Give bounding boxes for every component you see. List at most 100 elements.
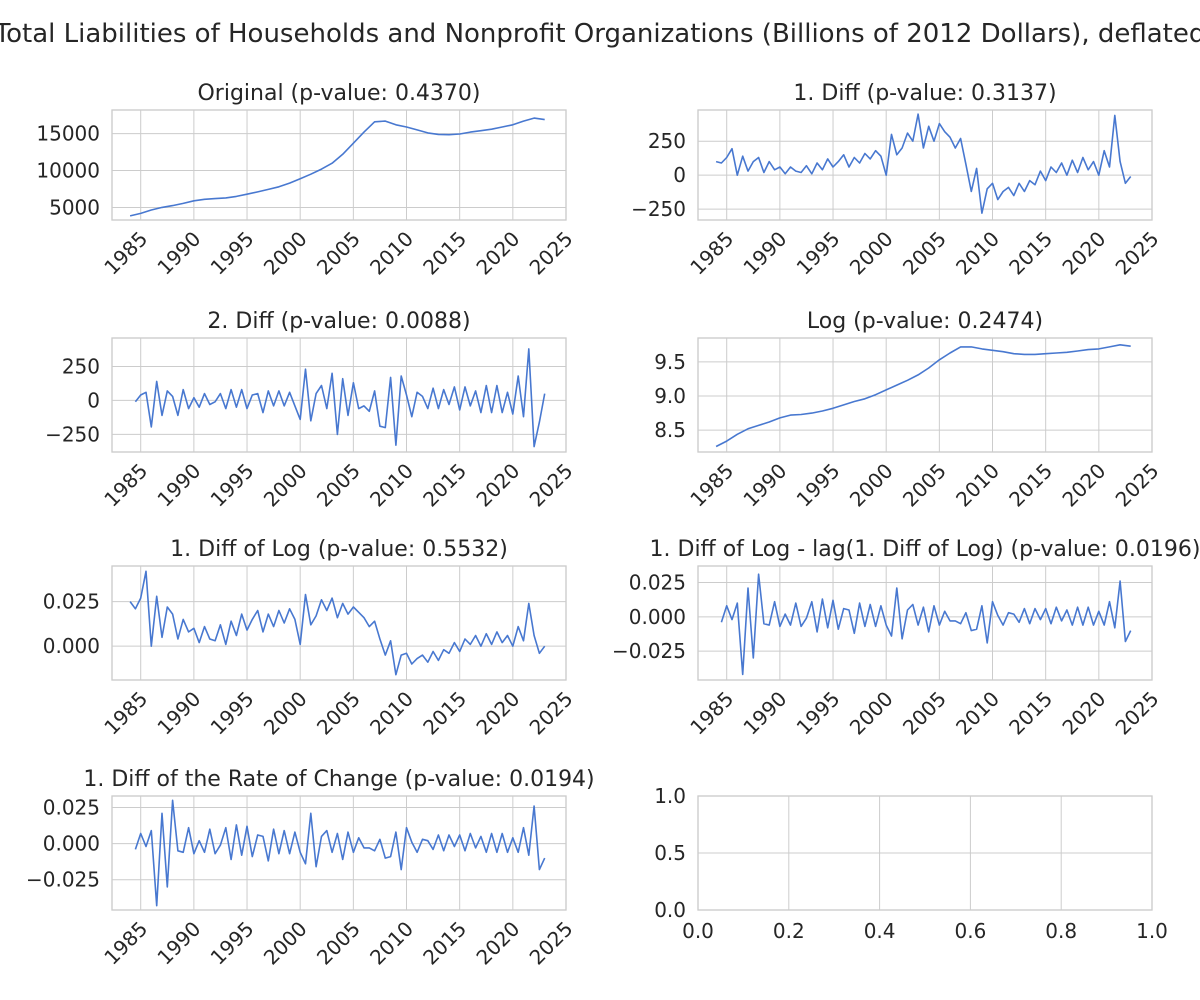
y-tick-label: 0 <box>673 163 686 187</box>
x-tick-label: 2015 <box>1004 687 1057 740</box>
x-tick-label: 2010 <box>951 227 1004 280</box>
x-tick-label: 1985 <box>685 227 738 280</box>
x-tick-label: 0.8 <box>1045 919 1077 943</box>
series-line <box>134 799 546 907</box>
plot-border <box>111 109 567 221</box>
x-tick-label: 1985 <box>99 227 152 280</box>
x-tick-label: 2000 <box>845 687 898 740</box>
plot-area <box>697 109 1153 221</box>
x-tick-label: 1985 <box>99 687 152 740</box>
x-tick-label: 2025 <box>525 227 578 280</box>
x-tick-label: 2020 <box>471 227 524 280</box>
x-tick-label: 1995 <box>206 687 259 740</box>
x-tick-label: 1995 <box>206 459 259 512</box>
chart-panel-4: Log (p-value: 0.2474) 8.5 9.0 9.5 1985 1990 19… <box>654 309 1163 512</box>
x-tick-label: 2010 <box>365 917 418 970</box>
x-tick-label: 2005 <box>312 687 365 740</box>
series-line <box>720 573 1132 676</box>
x-tick-label: 2010 <box>951 687 1004 740</box>
chart-panel-8: 0.0 0.5 1.0 0.0 0.2 0.4 0.6 0.8 1.0 <box>654 784 1168 943</box>
chart-panel-1: Original (p-value: 0.4370) 5000 10000 15000… <box>36 81 577 280</box>
plot-border <box>111 337 567 453</box>
x-tick-label: 2025 <box>525 917 578 970</box>
y-tick-label: 0.0 <box>654 898 686 922</box>
panel-title: 1. Diff (p-value: 0.3137) <box>793 81 1056 106</box>
x-tick-label: 2005 <box>312 917 365 970</box>
panel-title: 2. Diff (p-value: 0.0088) <box>207 309 470 334</box>
x-tick-label: 1985 <box>99 459 152 512</box>
x-tick-label: 2020 <box>471 459 524 512</box>
plot-area <box>111 565 567 681</box>
plot-area <box>111 337 567 453</box>
x-tick-label: 2015 <box>1004 227 1057 280</box>
series-line <box>715 343 1131 448</box>
x-tick-label: 2025 <box>525 687 578 740</box>
x-tick-label: 2025 <box>1111 459 1164 512</box>
x-tick-label: 1990 <box>738 687 791 740</box>
plot-border <box>111 795 567 911</box>
x-tick-label: 2010 <box>365 459 418 512</box>
y-tick-label: −0.025 <box>26 868 100 892</box>
y-tick-label: 1.0 <box>654 784 686 808</box>
x-tick-label: 0.0 <box>682 919 714 943</box>
x-tick-label: 2015 <box>418 459 471 512</box>
x-tick-label: 1990 <box>152 917 205 970</box>
plot-border <box>111 565 567 681</box>
x-tick-label: 1990 <box>152 687 205 740</box>
x-tick-label: 2005 <box>898 459 951 512</box>
y-tick-label: 8.5 <box>654 418 686 442</box>
figure-title: Total Liabilities of Households and Nonp… <box>0 19 1200 49</box>
x-tick-label: 2005 <box>898 227 951 280</box>
y-tick-label: 250 <box>62 355 100 379</box>
x-tick-label: 1990 <box>738 227 791 280</box>
y-tick-label: 250 <box>648 129 686 153</box>
y-tick-label: 9.5 <box>654 350 686 374</box>
x-tick-label: 2025 <box>1111 227 1164 280</box>
x-tick-label: 0.6 <box>954 919 986 943</box>
y-tick-label: −250 <box>631 197 686 221</box>
x-tick-label: 1995 <box>792 687 845 740</box>
x-tick-label: 2020 <box>1057 227 1110 280</box>
series-line <box>129 117 545 217</box>
x-tick-label: 2015 <box>418 687 471 740</box>
x-tick-label: 2000 <box>845 227 898 280</box>
series-line <box>715 113 1132 214</box>
plot-border <box>697 795 1153 911</box>
y-tick-label: 10000 <box>36 159 100 183</box>
x-tick-label: 1990 <box>738 459 791 512</box>
x-tick-label: 1985 <box>99 917 152 970</box>
x-tick-label: 1990 <box>152 459 205 512</box>
x-tick-label: 2000 <box>845 459 898 512</box>
x-tick-label: 2020 <box>471 917 524 970</box>
plot-border <box>697 337 1153 453</box>
x-tick-label: 1995 <box>206 227 259 280</box>
y-tick-label: 0.5 <box>654 841 686 865</box>
panel-title: 1. Diff of Log - lag(1. Diff of Log) (p-… <box>650 537 1200 562</box>
x-tick-label: 2015 <box>418 227 471 280</box>
x-tick-label: 2005 <box>898 687 951 740</box>
y-tick-label: 0.025 <box>43 590 100 614</box>
chart-panel-2: 1. Diff (p-value: 0.3137) −250 0 250 1985 199… <box>631 81 1163 280</box>
x-tick-label: 1995 <box>792 459 845 512</box>
panel-title: Original (p-value: 0.4370) <box>197 81 480 106</box>
x-tick-label: 2015 <box>1004 459 1057 512</box>
plot-area <box>111 795 567 911</box>
x-tick-label: 2025 <box>525 459 578 512</box>
y-tick-label: 9.0 <box>654 384 686 408</box>
x-tick-label: 2000 <box>259 687 312 740</box>
x-tick-label: 2000 <box>259 917 312 970</box>
x-tick-label: 2005 <box>312 459 365 512</box>
x-tick-label: 2020 <box>471 687 524 740</box>
y-tick-label: 0.000 <box>43 832 100 856</box>
x-tick-label: 2010 <box>365 227 418 280</box>
panel-title: Log (p-value: 0.2474) <box>807 309 1043 334</box>
y-tick-label: 0.025 <box>43 796 100 820</box>
y-tick-label: −250 <box>45 422 100 446</box>
plot-area <box>697 337 1153 453</box>
chart-panel-6: 1. Diff of Log - lag(1. Diff of Log) (p-… <box>612 537 1200 740</box>
plot-area <box>697 565 1153 681</box>
chart-panel-7: 1. Diff of the Rate of Change (p-value: … <box>26 767 595 970</box>
x-tick-label: 1995 <box>206 917 259 970</box>
